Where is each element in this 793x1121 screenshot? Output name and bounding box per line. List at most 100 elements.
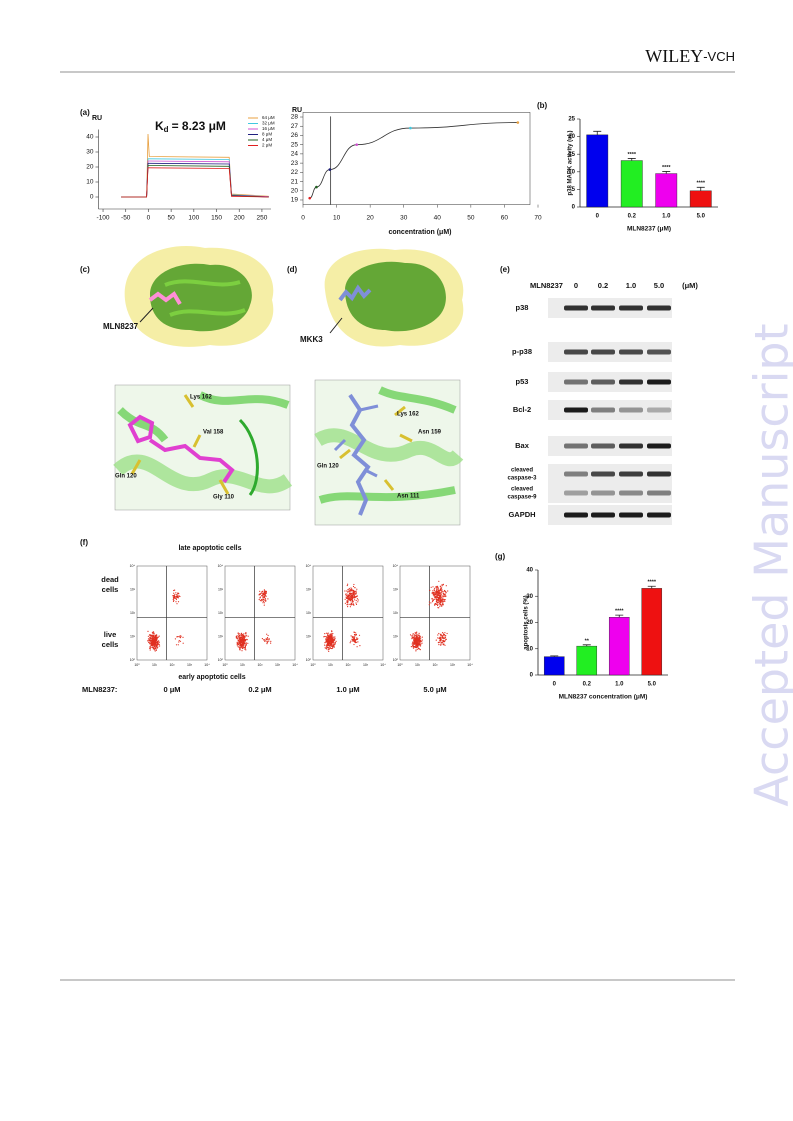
cell-dot xyxy=(268,640,270,642)
docking-c xyxy=(113,384,293,511)
cell-dot xyxy=(262,597,264,599)
blot-row-label: Bcl-2 xyxy=(513,405,531,414)
cell-dot xyxy=(147,630,149,633)
cell-dot xyxy=(352,600,354,603)
residue-label: Asn 111 xyxy=(397,494,420,500)
cell-dot xyxy=(412,637,414,639)
sensorgram-line xyxy=(121,165,269,198)
axis-tick-label: 10⁴ xyxy=(393,564,399,568)
cell-dot xyxy=(259,597,261,599)
cell-dot xyxy=(329,646,331,648)
cell-dot xyxy=(243,637,245,639)
cell-dot xyxy=(412,641,414,643)
plot-frame xyxy=(312,565,384,661)
error-bar xyxy=(662,171,671,174)
cell-dot xyxy=(268,638,270,640)
cell-dot xyxy=(238,637,241,639)
lane-label: 5.0 xyxy=(654,281,664,290)
cell-dot xyxy=(442,591,444,593)
cell-dot xyxy=(157,644,159,646)
blot-row-label: cleaved xyxy=(511,468,533,474)
cell-dot xyxy=(266,641,268,643)
cell-dot xyxy=(264,597,266,600)
cell-dot xyxy=(245,643,247,646)
treatment-label: MLN8237: xyxy=(82,685,117,694)
y-tick-label: 20 xyxy=(526,620,533,626)
sensorgram-line xyxy=(121,158,269,198)
cell-dot xyxy=(151,634,153,636)
cell-dot xyxy=(352,603,354,605)
axis-tick-label: 10³ xyxy=(393,587,399,591)
cell-dot xyxy=(240,638,242,641)
cell-dot xyxy=(438,637,440,640)
cell-dot xyxy=(415,645,417,647)
panel-label: (f) xyxy=(80,538,88,547)
cell-dot xyxy=(331,640,333,642)
axis-tick-label: 10⁰ xyxy=(306,658,312,662)
blot-band xyxy=(619,407,643,413)
cell-dot xyxy=(262,600,264,603)
cell-dot xyxy=(149,634,151,637)
significance: ** xyxy=(585,638,590,644)
y-tick-label: 30 xyxy=(86,149,94,156)
cell-dot xyxy=(172,595,174,597)
axis-tick-label: 10³ xyxy=(306,587,312,591)
cell-dot xyxy=(175,601,177,603)
cell-dot xyxy=(436,590,439,592)
cell-dot xyxy=(411,638,413,640)
residue-label: Gln 120 xyxy=(317,464,339,470)
cell-dot xyxy=(325,646,327,648)
cell-dot xyxy=(157,636,159,638)
cell-dot xyxy=(328,647,330,649)
cell-dot xyxy=(352,589,354,592)
x-axis-label: MLN8237 (μM) xyxy=(627,226,671,233)
cell-dot xyxy=(445,635,447,637)
cell-dot xyxy=(182,642,184,644)
cell-dot xyxy=(434,593,436,595)
cell-dot xyxy=(239,649,241,651)
cell-dot xyxy=(270,640,272,643)
axis-tick-label: 10² xyxy=(345,663,351,667)
cell-dot xyxy=(354,639,356,641)
residue-label: Val 158 xyxy=(203,430,224,436)
cell-dot xyxy=(419,649,421,651)
blot-band xyxy=(647,512,671,518)
cell-dot xyxy=(264,598,266,601)
cell-dot xyxy=(440,591,442,594)
cell-dot xyxy=(411,635,413,637)
cell-dot xyxy=(419,635,421,637)
cell-dot xyxy=(439,638,441,640)
cell-dot xyxy=(266,643,268,645)
fit-curve xyxy=(309,122,518,199)
legend-label: 64 μM xyxy=(262,115,275,120)
cell-dot xyxy=(324,635,326,638)
cell-dot xyxy=(152,631,155,633)
cell-dot xyxy=(259,593,261,596)
cell-dot xyxy=(357,599,359,601)
cell-dot xyxy=(348,597,350,599)
cell-dot xyxy=(416,642,418,645)
y-tick-label: 40 xyxy=(86,134,94,141)
cell-dot xyxy=(443,593,445,596)
cell-dot xyxy=(238,636,240,638)
cell-dot xyxy=(174,638,176,640)
y-tick-label: 30 xyxy=(526,594,533,600)
cell-dot xyxy=(239,648,241,650)
cell-dot xyxy=(434,603,436,606)
cell-dot xyxy=(237,646,239,648)
legend-label: 16 μM xyxy=(262,126,275,131)
cell-dot xyxy=(436,597,438,599)
cell-dot xyxy=(442,633,444,635)
blot-band xyxy=(591,471,615,477)
axis-tick-label: 10¹ xyxy=(393,634,399,638)
x-tick-label: 30 xyxy=(400,214,408,221)
cell-dot xyxy=(440,599,442,601)
cell-dot xyxy=(443,640,445,642)
cell-dot xyxy=(441,600,443,602)
cell-dot xyxy=(242,640,244,642)
cell-dot xyxy=(440,593,442,595)
cell-dot xyxy=(323,636,325,638)
cell-dot xyxy=(347,591,349,593)
cell-dot xyxy=(419,639,421,641)
cell-dot xyxy=(346,590,348,592)
